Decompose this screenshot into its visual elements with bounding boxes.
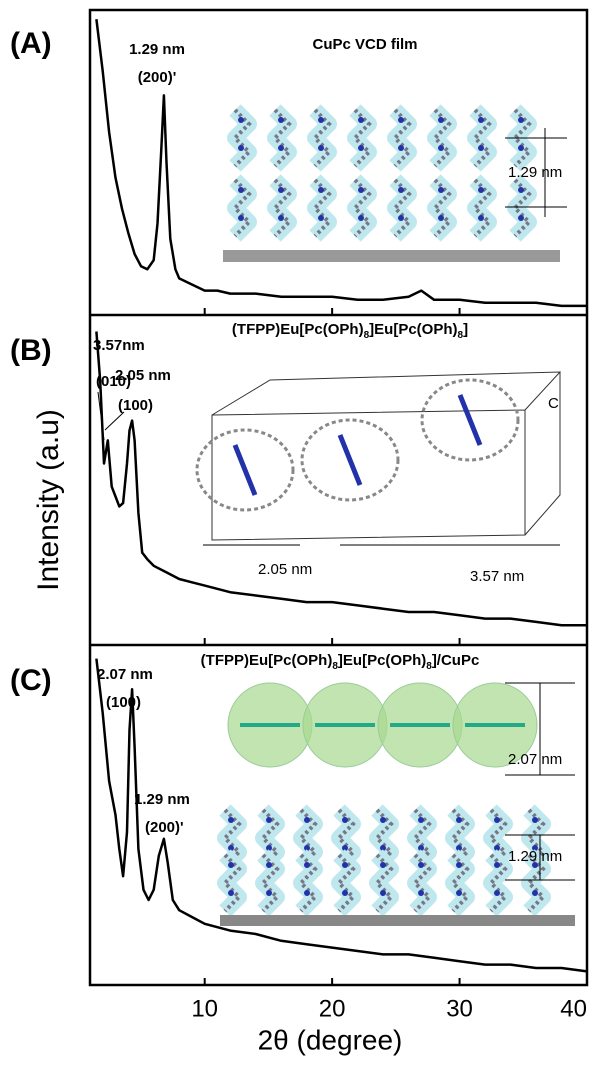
atom (456, 817, 462, 823)
inset-title: CuPc VCD film (312, 36, 417, 53)
atom (398, 215, 404, 221)
substrate (220, 915, 575, 926)
atom (438, 117, 444, 123)
atom (342, 862, 348, 868)
atom (358, 145, 364, 151)
peak-annotation: 3.57nm (93, 337, 145, 354)
peak-annotation: 2.05 nm (115, 367, 171, 384)
panel-label: (C) (10, 664, 52, 697)
x-tick-label: 40 (560, 995, 587, 1022)
atom (478, 117, 484, 123)
unit-cell (212, 372, 560, 540)
atom (278, 145, 284, 151)
title-part: ]/CuPc (432, 652, 480, 669)
atom (494, 890, 500, 896)
atom (418, 890, 424, 896)
atom (532, 890, 538, 896)
title-part: ] (463, 321, 468, 338)
molecule-core (460, 395, 480, 445)
title-part: ]Eu[Pc(OPh) (369, 321, 457, 338)
atom (318, 187, 324, 193)
atom (304, 890, 310, 896)
title-part: CuPc VCD film (312, 36, 417, 53)
molecule-core (340, 435, 360, 485)
inset-title: (TFPP)Eu[Pc(OPh)8]Eu[Pc(OPh)8] (232, 321, 468, 341)
peak-annotation: 1.29 nm (134, 791, 190, 808)
atom (266, 890, 272, 896)
atom (518, 145, 524, 151)
atom (228, 817, 234, 823)
panel-label: (A) (10, 27, 52, 60)
atom (478, 187, 484, 193)
x-tick-label: 10 (191, 995, 218, 1022)
panel-label: (B) (10, 334, 52, 367)
substrate (223, 250, 560, 262)
atom (494, 862, 500, 868)
atom (478, 215, 484, 221)
atom (518, 215, 524, 221)
atom (238, 145, 244, 151)
atom (278, 117, 284, 123)
atom (318, 117, 324, 123)
atom (266, 817, 272, 823)
atom (318, 215, 324, 221)
atom (278, 215, 284, 221)
atom (532, 817, 538, 823)
peak-annotation: (100) (118, 397, 153, 414)
peak-annotation: (200)' (138, 69, 177, 86)
atom (518, 187, 524, 193)
y-axis-label: Intensity (a.u) (32, 409, 65, 591)
atom (228, 890, 234, 896)
inset-title: (TFPP)Eu[Pc(OPh)8]Eu[Pc(OPh)8]/CuPc (201, 652, 480, 672)
atom (318, 145, 324, 151)
molecule-core (235, 445, 255, 495)
inset-label: C (548, 395, 559, 412)
inset-label: 2.05 nm (258, 561, 312, 578)
atom (438, 215, 444, 221)
peak-annotation: 2.07 nm (97, 666, 153, 683)
inset-label: 2.07 nm (508, 751, 562, 768)
atom (380, 862, 386, 868)
atom (238, 215, 244, 221)
atom (238, 187, 244, 193)
atom (342, 817, 348, 823)
atom (380, 817, 386, 823)
atom (518, 117, 524, 123)
atom (228, 862, 234, 868)
atom (304, 862, 310, 868)
title-part: (TFPP)Eu[Pc(OPh) (232, 321, 364, 338)
figure: (A) CuPc VCD film 1.29 nm (200)' 1.29 nm (B) (… (0, 0, 603, 1069)
atom (358, 117, 364, 123)
atom (456, 862, 462, 868)
title-part: (TFPP)Eu[Pc(OPh) (201, 652, 333, 669)
inset-label: 1.29 nm (508, 848, 562, 865)
atom (380, 890, 386, 896)
atom (398, 145, 404, 151)
peak-annotation: 1.29 nm (129, 41, 185, 58)
atom (418, 817, 424, 823)
inset-label: 3.57 nm (470, 568, 524, 585)
atom (494, 817, 500, 823)
atom (456, 890, 462, 896)
x-axis-label: 2θ (degree) (258, 1024, 403, 1055)
peak-annotation: (100) (106, 694, 141, 711)
inset-label: 1.29 nm (508, 164, 562, 181)
atom (358, 187, 364, 193)
atom (398, 187, 404, 193)
atom (278, 187, 284, 193)
atom (358, 215, 364, 221)
atom (478, 145, 484, 151)
atom (418, 862, 424, 868)
atom (438, 145, 444, 151)
x-tick-label: 20 (319, 995, 346, 1022)
atom (266, 862, 272, 868)
atom (342, 890, 348, 896)
atom (438, 187, 444, 193)
atom (398, 117, 404, 123)
atom (304, 817, 310, 823)
x-tick-label: 30 (446, 995, 473, 1022)
title-part: ]Eu[Pc(OPh) (338, 652, 426, 669)
atom (238, 117, 244, 123)
peak-annotation: (200)' (145, 819, 184, 836)
